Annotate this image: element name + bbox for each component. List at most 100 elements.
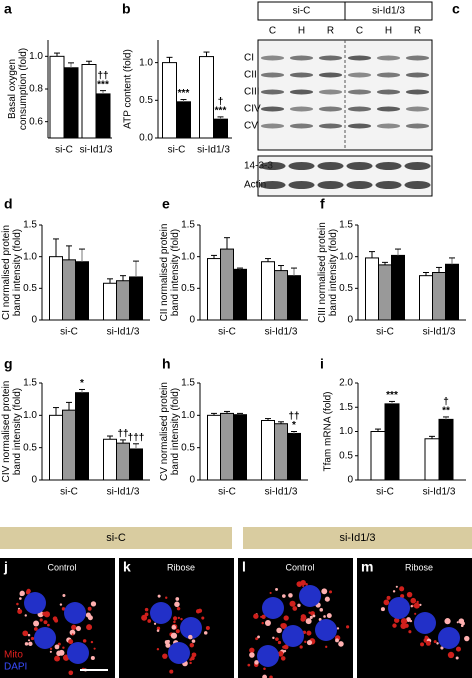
mito-signal bbox=[276, 627, 282, 634]
error-bar bbox=[217, 116, 224, 120]
bar bbox=[162, 62, 177, 139]
micrograph: j Control bbox=[0, 558, 115, 678]
y-tick-label: 0.5 bbox=[23, 442, 37, 453]
band bbox=[347, 89, 372, 95]
mito-signal bbox=[299, 645, 303, 649]
mito-signal bbox=[58, 649, 65, 656]
error-bar bbox=[369, 251, 375, 258]
error-bar bbox=[107, 435, 113, 440]
mito-signal bbox=[39, 618, 43, 622]
bar bbox=[378, 264, 392, 321]
nucleus bbox=[315, 619, 337, 641]
error-bar bbox=[211, 254, 217, 259]
y-axis-label: band intensity (fold) bbox=[12, 229, 23, 316]
error-bar bbox=[224, 410, 230, 414]
error-bar bbox=[375, 428, 381, 432]
band bbox=[289, 55, 314, 61]
bar bbox=[75, 261, 89, 321]
band bbox=[259, 162, 286, 170]
mito-signal bbox=[203, 631, 208, 635]
band bbox=[405, 89, 430, 95]
mito-signal bbox=[309, 615, 313, 619]
mito-signal bbox=[262, 674, 267, 678]
bar bbox=[391, 254, 405, 321]
mito-signal bbox=[255, 637, 259, 641]
error-bar bbox=[265, 258, 271, 262]
panel-letter: d bbox=[4, 196, 13, 212]
bar bbox=[274, 423, 288, 481]
bar bbox=[365, 257, 379, 321]
band bbox=[347, 106, 372, 112]
error-bar bbox=[443, 416, 449, 420]
mito-signal bbox=[275, 637, 279, 641]
group-label: si-C bbox=[293, 6, 311, 17]
mito-signal bbox=[336, 627, 340, 630]
band bbox=[260, 106, 285, 112]
mito-signal bbox=[277, 640, 282, 645]
x-tick-label: si-Id1/3 bbox=[107, 487, 140, 498]
nucleus bbox=[150, 602, 172, 624]
nucleus bbox=[24, 592, 46, 614]
y-tick-label: 0.6 bbox=[29, 116, 43, 127]
bar bbox=[220, 248, 234, 321]
band bbox=[318, 89, 343, 95]
mito-signal bbox=[433, 640, 437, 644]
mito-signal bbox=[71, 633, 74, 636]
bar bbox=[49, 414, 63, 481]
y-tick-label: 0.0 bbox=[139, 133, 153, 144]
error-bar bbox=[180, 99, 187, 102]
mito-signal bbox=[170, 632, 178, 639]
panel-letter: i bbox=[320, 356, 324, 372]
mito-signal bbox=[308, 611, 311, 614]
bar bbox=[213, 118, 228, 139]
mito-signal bbox=[447, 651, 455, 659]
mito-signal bbox=[188, 634, 193, 640]
micrograph: m Ribose bbox=[357, 558, 472, 678]
mito-signal bbox=[419, 603, 422, 606]
significance-mark: †† bbox=[288, 411, 299, 422]
band bbox=[376, 72, 401, 78]
x-tick-label: si-Id1/3 bbox=[423, 487, 456, 498]
error-bar bbox=[133, 443, 139, 449]
mito-signal bbox=[201, 616, 205, 620]
band bbox=[260, 72, 285, 78]
mito-signal bbox=[249, 647, 255, 653]
mito-signal bbox=[283, 644, 289, 650]
mito-signal bbox=[86, 624, 93, 631]
mito-signal bbox=[68, 670, 74, 676]
band bbox=[318, 72, 343, 78]
banner-label: si-C bbox=[106, 532, 126, 544]
nucleus bbox=[438, 627, 460, 649]
mito-signal bbox=[413, 602, 420, 609]
bar bbox=[424, 438, 440, 481]
nucleus bbox=[414, 612, 436, 634]
stain-label: DAPI bbox=[4, 662, 27, 673]
x-tick-label: si-Id1/3 bbox=[197, 145, 230, 156]
error-bar bbox=[278, 421, 284, 424]
bar bbox=[287, 432, 301, 481]
band bbox=[405, 106, 430, 112]
error-bar bbox=[53, 238, 59, 257]
significance-mark: ††† bbox=[128, 432, 145, 443]
error-bar bbox=[54, 52, 60, 57]
error-bar bbox=[291, 431, 297, 434]
mito-signal bbox=[305, 618, 312, 625]
band-label: CII bbox=[244, 70, 257, 81]
bar bbox=[261, 261, 275, 321]
band bbox=[376, 55, 401, 61]
mito-signal bbox=[173, 620, 176, 624]
band bbox=[317, 181, 344, 189]
bar bbox=[49, 256, 63, 321]
group-label: si-Id1/3 bbox=[372, 6, 405, 17]
error-bar bbox=[120, 439, 126, 444]
nucleus bbox=[282, 625, 304, 647]
mito-signal bbox=[392, 590, 396, 593]
band-label: CIV bbox=[244, 104, 261, 115]
banner-label: si-Id1/3 bbox=[339, 532, 375, 544]
x-tick-label: si-C bbox=[218, 327, 236, 338]
mito-signal bbox=[338, 641, 344, 647]
mito-signal bbox=[147, 619, 152, 623]
mito-signal bbox=[257, 635, 260, 639]
x-tick-label: si-Id1/3 bbox=[265, 327, 298, 338]
